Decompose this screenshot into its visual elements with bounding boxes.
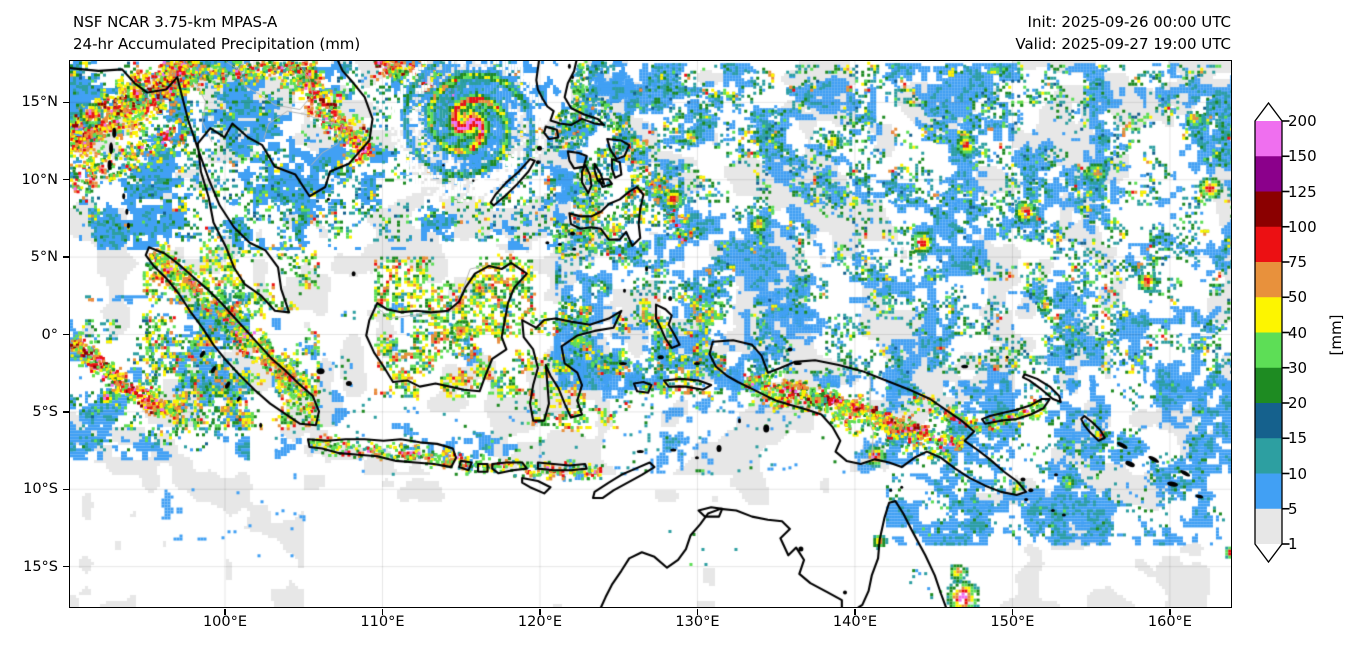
y-tick-label: 5°S: [32, 403, 58, 420]
plot-title-model: NSF NCAR 3.75-km MPAS-A: [73, 13, 278, 31]
colorbar-unit-label: [mm]: [1327, 314, 1345, 356]
colorbar-tick-label: 100: [1288, 217, 1317, 236]
x-tick-label: 110°E: [360, 614, 405, 630]
colorbar-tick-label: 125: [1288, 182, 1317, 201]
y-axis-tick: [63, 333, 69, 336]
title-block: NSF NCAR 3.75-km MPAS-A 24-hr Accumulate…: [73, 11, 360, 55]
time-block: Init: 2025-09-26 00:00 UTC Valid: 2025-0…: [1015, 11, 1231, 55]
x-axis-tick: [1011, 609, 1014, 615]
colorbar-tick-label: 40: [1288, 323, 1308, 342]
colorbar-tick-label: 15: [1288, 429, 1308, 448]
x-tick-label: 160°E: [1147, 614, 1192, 630]
colorbar-tick-label: 1: [1288, 535, 1298, 553]
colorbar-tick-label: 200: [1288, 112, 1317, 130]
x-axis-tick: [224, 609, 226, 615]
y-axis-tick: [63, 101, 69, 104]
y-tick-label: 5°N: [30, 249, 58, 266]
colorbar-tick-label: 20: [1288, 394, 1308, 412]
x-tick-label: 100°E: [202, 614, 248, 630]
colorbar-tick-label: 75: [1288, 253, 1308, 271]
y-tick-label: 10°S: [23, 481, 58, 498]
map-panel: [69, 60, 1232, 608]
colorbar-bar: [1254, 101, 1290, 564]
x-axis-tick: [1169, 609, 1171, 615]
colorbar-tick-label: 50: [1288, 288, 1308, 307]
colorbar-tick-label: 10: [1288, 464, 1308, 483]
x-tick-label: 130°E: [675, 614, 720, 630]
plot-title-field: 24-hr Accumulated Precipitation (mm): [73, 35, 361, 53]
init-time-label: Init: 2025-09-26 00:00 UTC: [1027, 13, 1231, 31]
x-tick-label: 120°E: [517, 614, 563, 630]
y-axis-tick: [63, 411, 69, 413]
x-tick-label: 140°E: [832, 614, 877, 630]
x-axis-tick: [854, 609, 856, 615]
valid-time-label: Valid: 2025-09-27 19:00 UTC: [1015, 35, 1231, 53]
colorbar-tick-label: 30: [1288, 358, 1308, 377]
y-axis-tick: [63, 256, 69, 258]
x-axis-tick: [696, 609, 699, 615]
y-axis-tick: [63, 488, 69, 490]
y-tick-label: 15°N: [21, 94, 58, 111]
y-tick-label: 0°: [41, 326, 58, 343]
y-tick-label: 15°S: [23, 558, 58, 575]
x-tick-label: 150°E: [990, 614, 1035, 630]
y-axis-tick: [63, 565, 69, 568]
x-axis-tick: [539, 609, 541, 615]
colorbar-tick-label: 150: [1288, 147, 1317, 166]
y-axis-tick: [63, 178, 69, 181]
y-tick-label: 10°N: [21, 171, 58, 188]
precipitation-map-canvas: [70, 61, 1231, 607]
colorbar-tick-label: 5: [1288, 499, 1298, 518]
x-axis-tick: [381, 609, 384, 615]
